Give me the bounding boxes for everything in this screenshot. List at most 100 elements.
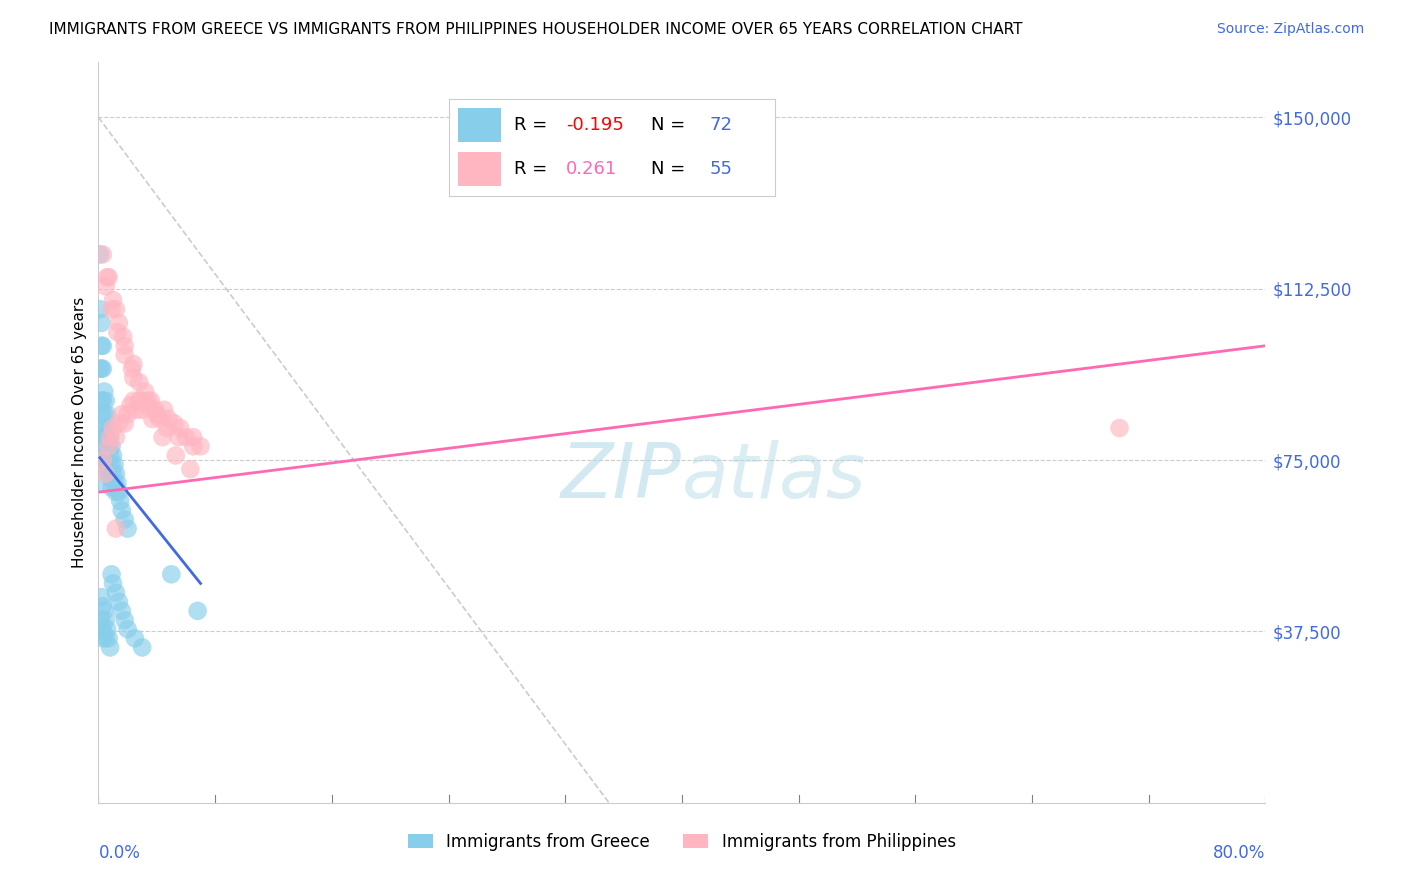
Point <box>163 417 186 431</box>
Point <box>90 590 112 604</box>
Point <box>100 567 122 582</box>
Point <box>91 599 114 614</box>
Point <box>108 417 131 431</box>
Point <box>117 622 139 636</box>
Point <box>111 604 134 618</box>
Point <box>141 412 163 426</box>
Point <box>104 585 127 599</box>
Point <box>114 512 136 526</box>
Point <box>122 357 145 371</box>
Point <box>124 632 146 646</box>
Text: 80.0%: 80.0% <box>1213 844 1265 862</box>
Point <box>93 430 115 444</box>
Point <box>98 430 121 444</box>
Point <box>98 471 121 485</box>
Point <box>174 430 197 444</box>
Point <box>89 247 111 261</box>
Point <box>103 475 125 490</box>
Point <box>91 247 114 261</box>
Point <box>93 604 115 618</box>
Point <box>96 270 118 285</box>
Point <box>114 613 136 627</box>
Point <box>131 393 153 408</box>
Point <box>179 462 201 476</box>
Text: Source: ZipAtlas.com: Source: ZipAtlas.com <box>1216 22 1364 37</box>
Text: ZIP: ZIP <box>561 440 682 514</box>
Point <box>91 421 114 435</box>
Point <box>97 439 120 453</box>
Point <box>91 453 114 467</box>
Point <box>91 475 114 490</box>
Point <box>90 393 112 408</box>
Point <box>114 348 136 362</box>
Point <box>100 480 122 494</box>
Point <box>96 430 118 444</box>
Point <box>94 462 117 476</box>
Point <box>91 339 114 353</box>
Point <box>160 567 183 582</box>
Point <box>104 522 127 536</box>
Point <box>90 361 112 376</box>
Point <box>91 453 114 467</box>
Point <box>90 453 112 467</box>
Point <box>100 302 122 317</box>
Point <box>187 604 209 618</box>
Point <box>94 613 117 627</box>
Point <box>89 361 111 376</box>
Point <box>90 430 112 444</box>
Point <box>100 439 122 453</box>
Y-axis label: Householder Income Over 65 years: Householder Income Over 65 years <box>72 297 87 568</box>
Point <box>91 439 114 453</box>
Text: 0.0%: 0.0% <box>98 844 141 862</box>
Point <box>104 467 127 481</box>
Point <box>100 458 122 472</box>
Text: IMMIGRANTS FROM GREECE VS IMMIGRANTS FROM PHILIPPINES HOUSEHOLDER INCOME OVER 65: IMMIGRANTS FROM GREECE VS IMMIGRANTS FRO… <box>49 22 1022 37</box>
Point <box>120 398 142 412</box>
Point <box>165 449 187 463</box>
Point <box>91 361 114 376</box>
Point <box>96 453 118 467</box>
Point <box>97 421 120 435</box>
Point <box>94 439 117 453</box>
Point <box>90 408 112 422</box>
Point <box>131 402 153 417</box>
Point <box>128 393 150 408</box>
Point <box>111 503 134 517</box>
Point <box>105 475 128 490</box>
Point <box>101 421 124 435</box>
Point <box>125 402 148 417</box>
Point <box>93 453 115 467</box>
Point <box>98 640 121 655</box>
Point <box>117 408 139 422</box>
Point <box>117 522 139 536</box>
Point <box>91 622 114 636</box>
Point <box>121 361 143 376</box>
Point <box>97 439 120 453</box>
Point <box>94 421 117 435</box>
Point <box>101 449 124 463</box>
Point <box>114 339 136 353</box>
Point <box>90 316 112 330</box>
Point <box>181 430 204 444</box>
Point <box>89 302 111 317</box>
Point <box>190 439 212 453</box>
Point <box>90 613 112 627</box>
Point <box>108 595 131 609</box>
Point <box>153 402 176 417</box>
Point <box>110 494 132 508</box>
Legend: Immigrants from Greece, Immigrants from Philippines: Immigrants from Greece, Immigrants from … <box>401 826 963 857</box>
Point <box>135 398 157 412</box>
Point <box>1108 421 1130 435</box>
Point <box>104 430 127 444</box>
Point <box>101 467 124 481</box>
Point <box>104 302 127 317</box>
Point <box>96 408 118 422</box>
Point <box>93 408 115 422</box>
Point <box>103 458 125 472</box>
Point <box>91 393 114 408</box>
Point <box>91 632 114 646</box>
Point <box>98 449 121 463</box>
Point <box>181 439 204 453</box>
Point <box>94 393 117 408</box>
Point <box>111 408 134 422</box>
